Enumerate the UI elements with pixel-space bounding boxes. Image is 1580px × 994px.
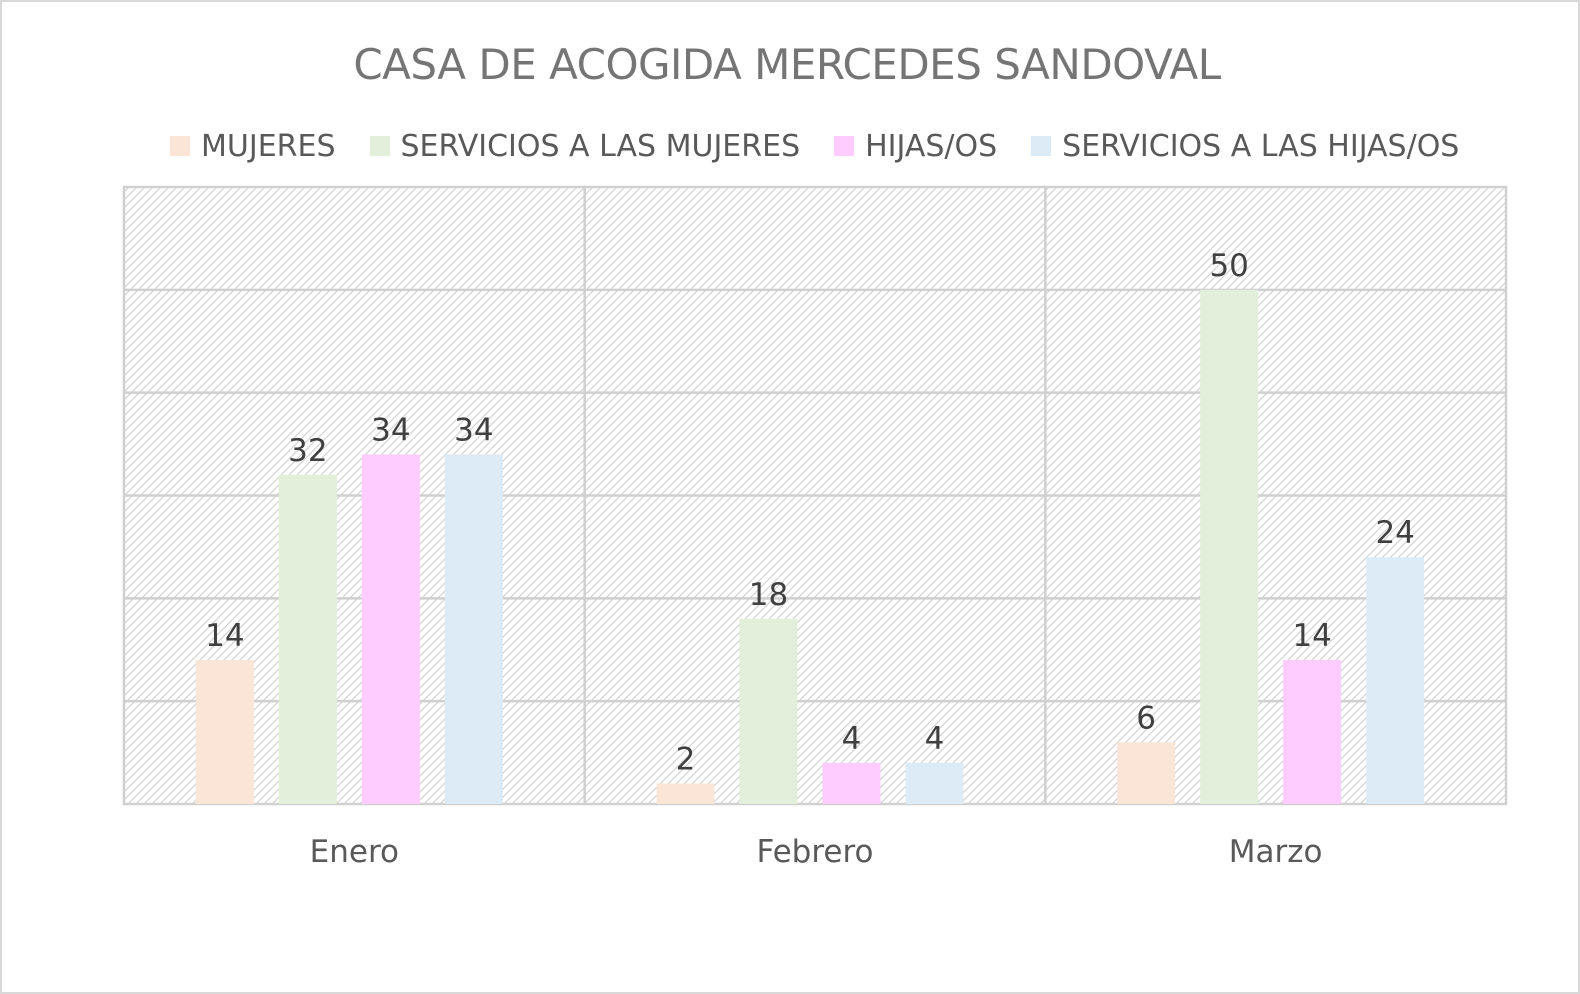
legend-label: SERVICIOS A LAS HIJAS/OS [1062,128,1460,164]
legend-swatch [1031,136,1052,156]
data-label: 6 [1136,700,1156,736]
chart-title: CASA DE ACOGIDA MERCEDES SANDOVAL [353,40,1221,89]
data-label: 14 [1292,618,1331,654]
bar [905,762,964,804]
bars [195,289,1425,804]
data-label: 14 [205,618,244,654]
data-label: 50 [1209,248,1248,284]
data-label: 32 [288,433,327,469]
legend-item-servicios-hijas-os: SERVICIOS A LAS HIJAS/OS [1031,129,1459,164]
legend-label: SERVICIOS A LAS MUJERES [400,128,801,164]
bar [1200,289,1259,804]
x-axis: Enero Febrero Marzo [310,834,1323,870]
legend-item-servicios-mujeres: SERVICIOS A LAS MUJERES [369,128,801,164]
grid-lines [124,187,1506,804]
legend-label: HIJAS/OS [865,128,998,164]
legend-swatch [369,136,390,156]
bar [1283,660,1342,804]
bar [1366,557,1425,804]
plot-border [122,185,1508,806]
x-tick-label: Marzo [1229,834,1323,870]
data-label: 4 [925,721,945,757]
bar [656,783,715,804]
legend-item-mujeres: MUJERES [170,129,336,164]
bar [444,454,503,804]
data-label: 34 [371,412,410,448]
bar [739,618,798,804]
bar [361,454,420,804]
legend: MUJERES SERVICIOS A LAS MUJERES HIJAS/OS… [170,124,1459,168]
bar [278,474,337,804]
x-tick-label: Febrero [756,834,873,870]
bar [195,660,254,804]
legend-item-hijas-os: HIJAS/OS [834,129,997,164]
bar [1117,742,1176,804]
legend-label: MUJERES [201,128,336,164]
data-label: 2 [676,741,696,777]
data-label: 18 [749,577,788,613]
x-tick-label: Enero [310,834,399,870]
data-label: 24 [1375,515,1414,551]
legend-swatch [834,136,855,156]
data-label: 4 [842,721,862,757]
data-labels: 14 32 34 34 2 18 4 4 6 50 14 24 [205,248,1415,778]
data-label: 34 [454,412,493,448]
legend-swatch [170,136,190,156]
bar [822,762,881,804]
